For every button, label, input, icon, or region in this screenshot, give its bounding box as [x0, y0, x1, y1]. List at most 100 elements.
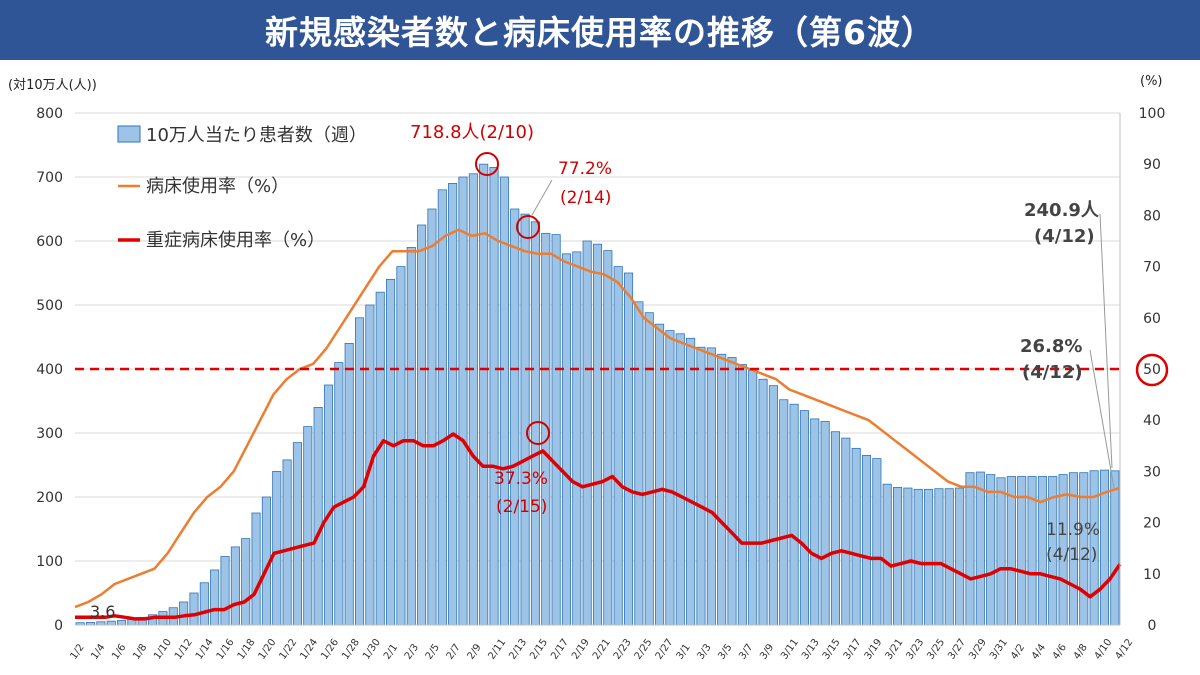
bar	[644, 312, 654, 626]
legend-bar-swatch	[117, 125, 141, 143]
chart-title: 新規感染者数と病床使用率の推移（第6波）	[265, 13, 935, 52]
x-tick-label: 3/17	[842, 637, 864, 662]
annotation-latest-severe-value: 11.9%	[1046, 520, 1100, 540]
bar	[861, 454, 872, 626]
bar	[913, 488, 923, 626]
bar	[717, 353, 727, 626]
bar	[510, 208, 520, 626]
bar	[582, 240, 592, 626]
x-tick-label: 2/3	[403, 642, 421, 661]
x-tick-label: 3/5	[716, 642, 734, 661]
bar	[799, 410, 809, 626]
bar	[903, 487, 913, 626]
bar	[851, 447, 861, 626]
y-tick-label: 0	[54, 618, 63, 634]
bar	[106, 620, 116, 626]
x-tick-label: 3/23	[904, 637, 926, 662]
bar	[344, 342, 354, 626]
x-tick-label: 1/8	[131, 642, 149, 661]
annotation-latest-severe-date: (4/12)	[1046, 545, 1097, 565]
x-tick-label: 4/10	[1093, 637, 1115, 662]
legend-severe-label: 重症病床使用率（%）	[146, 230, 325, 251]
bar	[282, 459, 292, 626]
y2-tick-label: 80	[1143, 208, 1161, 224]
bar	[624, 272, 634, 626]
x-tick-label: 4/2	[1009, 642, 1027, 661]
bar	[592, 243, 603, 626]
lines-layer	[74, 228, 1122, 621]
y2-tick-label: 90	[1143, 157, 1161, 173]
x-tick-label: 2/13	[507, 637, 529, 662]
bar	[386, 278, 396, 626]
bar	[210, 569, 220, 626]
latest-patients-leader	[1099, 213, 1113, 469]
annotation-peak-patients: 718.8人(2/10)	[410, 122, 534, 143]
x-tick-label: 3/9	[758, 642, 776, 661]
series-line-severe-occupancy	[75, 432, 1122, 621]
x-tick-label: 1/6	[110, 642, 128, 661]
y-tick-label: 300	[36, 426, 63, 442]
x-tick-label: 1/30	[361, 637, 383, 662]
bar	[706, 347, 716, 626]
bar	[292, 442, 302, 626]
annotation-latest-bed-value: 26.8%	[1020, 336, 1082, 357]
peak-patients-marker	[475, 152, 499, 176]
annotation-peak-bed-value: 77.2%	[558, 159, 612, 179]
title-bar: 新規感染者数と病床使用率の推移（第6波）	[0, 0, 1200, 60]
bar	[375, 291, 385, 626]
bar	[768, 385, 778, 626]
x-tick-label: 3/31	[988, 637, 1010, 662]
y-tick-label: 700	[36, 170, 63, 186]
bar	[872, 458, 882, 626]
annotation-latest-bed-date: (4/12)	[1022, 362, 1083, 383]
bar	[696, 346, 706, 626]
bar	[251, 512, 261, 626]
bar	[230, 546, 240, 626]
left-axis-unit: (対10万人(人))	[8, 78, 97, 93]
y2-tick-label: 0	[1148, 618, 1157, 634]
bar	[406, 246, 416, 626]
x-tick-label: 2/25	[633, 637, 655, 662]
annotation-start-value: 3.6	[90, 602, 115, 621]
right-axis-unit: (%)	[1140, 74, 1163, 89]
x-tick-label: 2/9	[466, 642, 484, 661]
bar	[323, 384, 334, 626]
annotation-peak-bed-date: (2/14)	[560, 188, 611, 208]
x-tick-label: 2/21	[591, 637, 613, 662]
x-tick-label: 3/3	[695, 642, 713, 661]
annotation-latest-patients-date: (4/12)	[1034, 226, 1095, 247]
x-tick-label: 1/16	[215, 637, 237, 662]
bar	[179, 601, 189, 626]
bar	[427, 208, 437, 626]
y-tick-label: 200	[36, 490, 63, 506]
x-tick-label: 2/27	[654, 637, 676, 662]
y2-tick-label: 100	[1139, 106, 1166, 122]
latest-bed-leader	[1089, 349, 1115, 489]
x-tick-label: 1/4	[89, 642, 107, 661]
bar	[737, 364, 747, 626]
y-tick-label: 500	[36, 298, 63, 314]
x-tick-label: 3/7	[737, 642, 755, 661]
peak-severe-marker	[526, 421, 550, 445]
bar	[944, 488, 954, 626]
y2-tick-label: 40	[1143, 413, 1161, 429]
bar	[665, 330, 675, 626]
x-tick-label: 2/23	[612, 637, 634, 662]
bar	[634, 301, 644, 626]
bar	[334, 362, 344, 626]
bar	[189, 592, 199, 626]
x-tick-label: 4/4	[1030, 642, 1048, 661]
bar	[789, 403, 799, 626]
bar	[603, 250, 613, 626]
bar	[313, 406, 323, 626]
bar	[241, 538, 251, 626]
bar	[830, 431, 841, 626]
x-tick-label: 4/12	[1113, 637, 1135, 662]
bar	[561, 253, 571, 626]
legend-bed-label: 病床使用率（%）	[146, 176, 289, 197]
legend-bar-label: 10万人当たり患者数（週）	[146, 125, 367, 146]
x-tick-label: 3/29	[967, 637, 989, 662]
bar	[1006, 476, 1016, 626]
x-tick-label: 1/2	[68, 642, 86, 661]
bar	[572, 251, 582, 626]
